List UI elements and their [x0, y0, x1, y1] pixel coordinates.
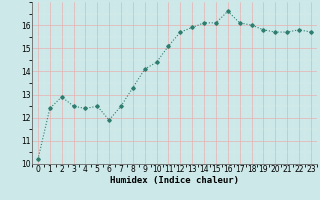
X-axis label: Humidex (Indice chaleur): Humidex (Indice chaleur) — [110, 176, 239, 185]
